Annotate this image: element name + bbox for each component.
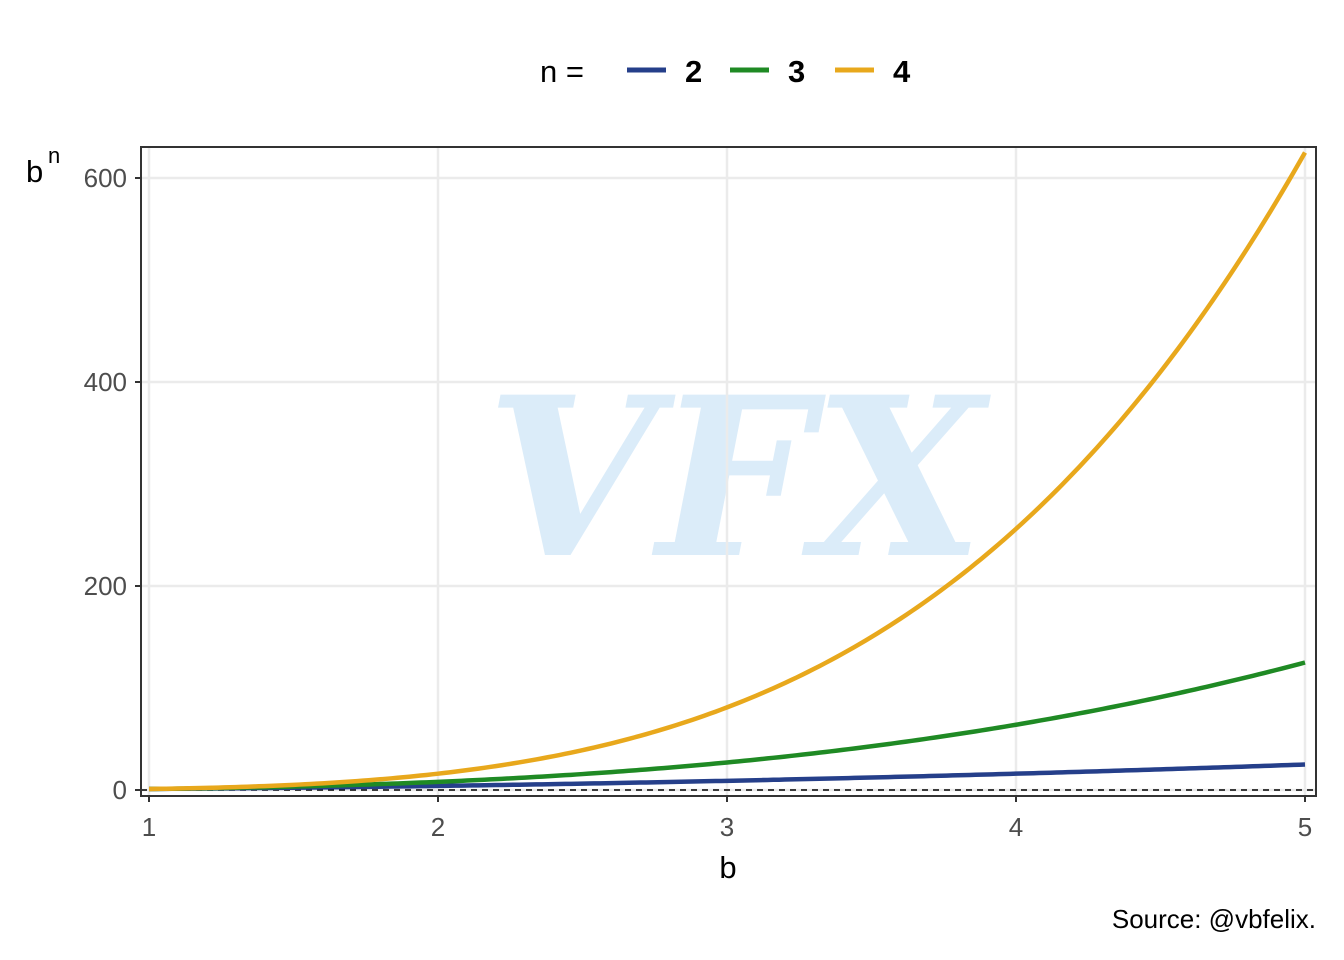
watermark-logo: VFX bbox=[486, 348, 991, 607]
x-tick-label: 2 bbox=[431, 812, 445, 842]
series-line-n3 bbox=[148, 660, 1306, 792]
y-axis-title: b n bbox=[26, 143, 60, 189]
y-tick-label: 400 bbox=[84, 367, 127, 397]
source-caption: Source: @vbfelix. bbox=[1112, 904, 1316, 934]
x-tick-label: 5 bbox=[1298, 812, 1312, 842]
legend-label-n4: 4 bbox=[893, 54, 911, 89]
y-axis-title-base: b bbox=[26, 154, 43, 189]
svg-text:n: n bbox=[48, 143, 60, 168]
panel-border bbox=[140, 146, 1317, 797]
legend: n = 2 3 4 bbox=[540, 54, 911, 89]
legend-label-n2: 2 bbox=[685, 54, 702, 89]
legend-items: 2 3 4 bbox=[627, 54, 911, 89]
legend-item-n4: 4 bbox=[835, 54, 911, 89]
y-axis: 0 200 400 600 bbox=[84, 163, 141, 805]
legend-item-n2: 2 bbox=[627, 54, 702, 89]
x-axis-title: b bbox=[719, 850, 736, 885]
series-line-n4 bbox=[148, 151, 1307, 792]
x-axis: 1 2 3 4 5 bbox=[142, 796, 1312, 842]
series-layer bbox=[148, 151, 1307, 792]
svg-text:b: b bbox=[26, 154, 43, 189]
y-tick-label: 600 bbox=[84, 163, 127, 193]
y-axis-title-superscript: n bbox=[48, 143, 60, 168]
legend-label-n3: 3 bbox=[788, 54, 805, 89]
x-tick-label: 3 bbox=[720, 812, 734, 842]
y-tick-label: 0 bbox=[113, 775, 127, 805]
x-tick-label: 1 bbox=[142, 812, 156, 842]
y-tick-label: 200 bbox=[84, 571, 127, 601]
legend-title: n = bbox=[540, 54, 584, 89]
legend-item-n3: 3 bbox=[730, 54, 805, 89]
x-tick-label: 4 bbox=[1009, 812, 1023, 842]
